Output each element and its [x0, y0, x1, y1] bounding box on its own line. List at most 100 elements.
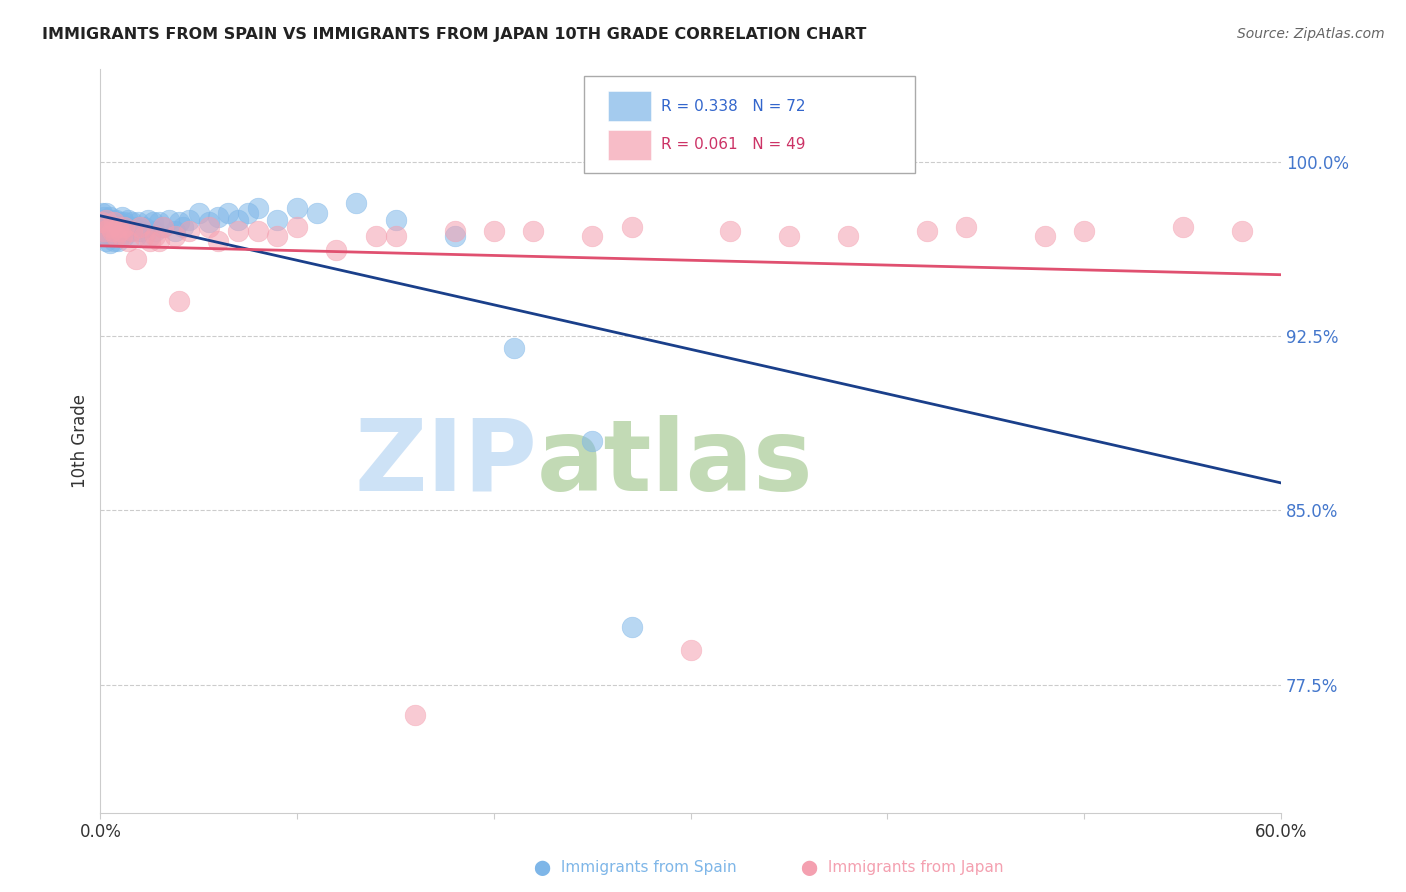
Point [266, 229, 288, 244]
Point [112, 215, 135, 229]
Point [122, 219, 145, 234]
Point [217, 206, 239, 220]
Point [98, 211, 121, 225]
Point [266, 212, 288, 227]
Point [91, 212, 114, 227]
Point [111, 224, 134, 238]
Point [522, 224, 544, 238]
Point [620, 620, 643, 634]
Point [581, 229, 603, 244]
Point [118, 224, 141, 238]
Point [97, 215, 120, 229]
Point [115, 219, 138, 234]
Point [581, 434, 603, 448]
Point [101, 212, 124, 227]
Point [138, 229, 160, 244]
Point [167, 294, 190, 309]
Point [197, 215, 219, 229]
Point [404, 708, 426, 723]
Point [108, 219, 131, 234]
Point [107, 224, 129, 238]
Point [384, 212, 406, 227]
Text: ⬤  Immigrants from Spain: ⬤ Immigrants from Spain [534, 860, 737, 876]
Point [207, 211, 229, 225]
Point [107, 219, 129, 234]
Point [132, 219, 155, 234]
Point [105, 219, 128, 234]
Point [97, 212, 120, 227]
Point [98, 235, 121, 250]
Point [125, 252, 148, 267]
Point [128, 224, 150, 238]
Point [915, 224, 938, 238]
Point [226, 224, 249, 238]
Point [112, 229, 135, 244]
Point [177, 224, 200, 238]
Point [145, 224, 167, 238]
Point [148, 234, 170, 248]
Point [103, 215, 125, 229]
FancyBboxPatch shape [607, 92, 651, 121]
Point [91, 215, 114, 229]
Point [679, 150, 702, 164]
Point [91, 206, 114, 220]
Point [285, 201, 308, 215]
Point [103, 215, 125, 229]
Point [96, 212, 118, 227]
Text: IMMIGRANTS FROM SPAIN VS IMMIGRANTS FROM JAPAN 10TH GRADE CORRELATION CHART: IMMIGRANTS FROM SPAIN VS IMMIGRANTS FROM… [42, 27, 866, 42]
Text: R = 0.338   N = 72: R = 0.338 N = 72 [661, 99, 806, 114]
Point [132, 229, 155, 244]
Point [111, 211, 134, 225]
Point [107, 234, 129, 248]
Point [117, 212, 139, 227]
Point [108, 215, 131, 229]
Point [125, 229, 148, 244]
Point [127, 215, 149, 229]
Point [157, 212, 180, 227]
Text: ⬤  Immigrants from Japan: ⬤ Immigrants from Japan [801, 860, 1004, 876]
Point [165, 224, 187, 238]
Point [305, 206, 328, 220]
Point [620, 219, 643, 234]
Point [502, 341, 524, 355]
Point [108, 229, 131, 244]
Point [167, 215, 190, 229]
Point [1230, 224, 1253, 238]
Point [112, 219, 135, 234]
Point [105, 229, 128, 244]
Point [101, 224, 124, 238]
Point [111, 229, 134, 244]
Point [103, 224, 125, 238]
Point [384, 229, 406, 244]
Text: R = 0.061   N = 49: R = 0.061 N = 49 [661, 137, 806, 153]
Point [187, 206, 209, 220]
Point [98, 219, 121, 234]
Point [98, 224, 121, 238]
Point [128, 219, 150, 234]
FancyBboxPatch shape [607, 130, 651, 160]
Point [364, 229, 387, 244]
Point [246, 224, 269, 238]
Point [226, 212, 249, 227]
Point [145, 229, 167, 244]
Point [105, 229, 128, 244]
Point [108, 224, 131, 238]
Point [93, 229, 115, 244]
Point [1033, 229, 1056, 244]
Point [443, 229, 465, 244]
Point [121, 215, 143, 229]
Point [236, 206, 259, 220]
Point [718, 224, 741, 238]
Point [148, 215, 170, 229]
Point [136, 212, 159, 227]
Point [443, 224, 465, 238]
Point [117, 234, 139, 248]
Point [679, 643, 702, 657]
Point [142, 215, 165, 229]
Point [121, 224, 143, 238]
Point [93, 211, 115, 225]
Point [96, 215, 118, 229]
Point [165, 229, 187, 244]
Point [152, 219, 174, 234]
Point [344, 196, 367, 211]
